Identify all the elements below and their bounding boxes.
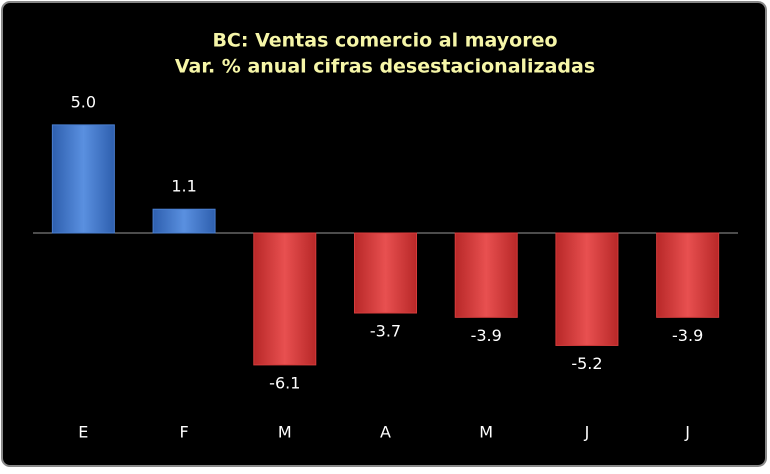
value-label: -3.7	[370, 322, 401, 341]
value-label: -3.9	[672, 326, 703, 345]
x-tick-label: M	[278, 423, 292, 442]
x-tick-label: J	[584, 423, 590, 442]
bar	[656, 232, 720, 318]
chart-subtitle: Var. % anual cifras desestacionalizadas	[175, 56, 595, 78]
value-label: 1.1	[171, 177, 196, 196]
x-tick-label: J	[684, 423, 690, 442]
bar	[253, 232, 317, 366]
x-tick-label: E	[78, 423, 88, 442]
chart-title: BC: Ventas comercio al mayoreo	[212, 30, 557, 52]
bar	[555, 232, 619, 346]
x-tick-label: A	[380, 423, 391, 442]
bar	[51, 124, 115, 234]
bar	[454, 232, 518, 318]
x-tick-label: F	[179, 423, 188, 442]
value-label: -5.2	[571, 354, 602, 373]
value-label: 5.0	[71, 92, 96, 111]
value-label: -6.1	[269, 373, 300, 392]
bar	[354, 232, 417, 314]
value-label: -3.9	[471, 326, 502, 345]
bar	[152, 208, 216, 234]
x-tick-label: M	[479, 423, 493, 442]
